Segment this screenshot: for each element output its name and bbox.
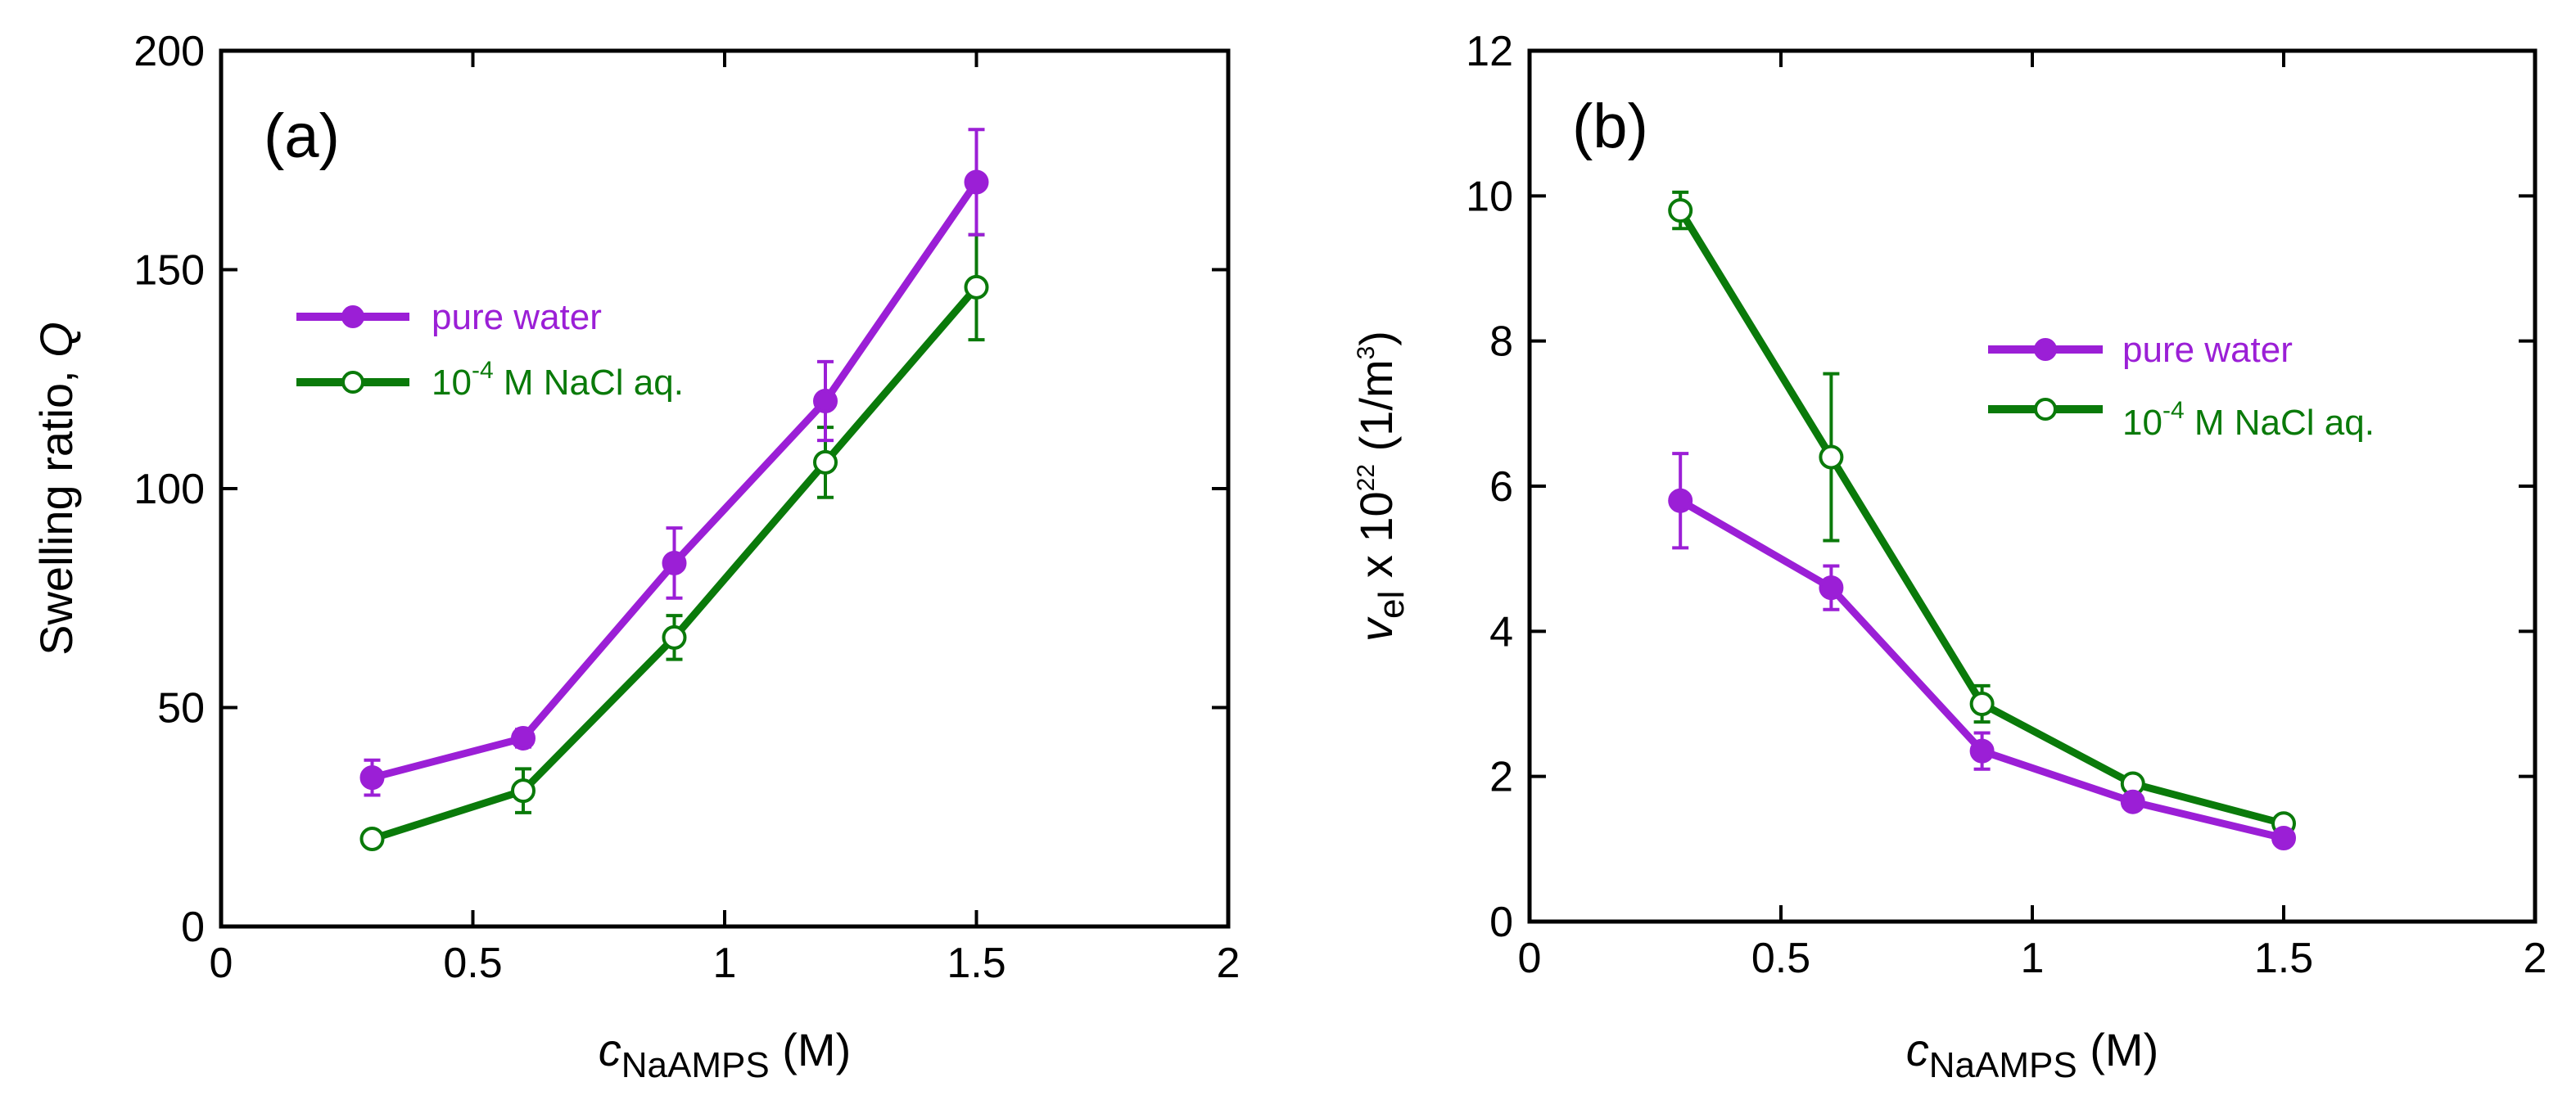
panel-a-legend-marker-nacl — [341, 371, 364, 394]
data-point-pure-water — [1969, 738, 1995, 764]
panel-b: 0 0.5 1 1.5 2 0 2 4 6 8 10 12 (b) pure water 10-4 … — [1350, 28, 2547, 1085]
x-tick-label: 1 — [2021, 935, 2045, 982]
x-tick-label: 0.5 — [1751, 935, 1810, 982]
data-point-pure-water — [2271, 826, 2296, 851]
data-point-nacl — [813, 449, 838, 475]
y-tick-label: 4 — [1489, 608, 1513, 656]
data-point-nacl — [1819, 444, 1844, 470]
panel-b-legend-entry-nacl: 10-4 M NaCl aq. — [1988, 397, 2375, 443]
data-point-nacl — [662, 624, 687, 650]
panel-b-legend-label-pure-water: pure water — [2122, 330, 2293, 370]
x-tick-label: 0.5 — [443, 940, 502, 987]
y-tick-label: 100 — [133, 466, 205, 513]
y-tick-label: 12 — [1466, 28, 1513, 75]
data-point-nacl — [359, 827, 385, 851]
y-tick-label: 0 — [1489, 899, 1513, 946]
data-point-pure-water — [964, 169, 989, 195]
x-tick-label: 2 — [1217, 940, 1241, 987]
panel-b-legend: pure water 10-4 M NaCl aq. — [1988, 330, 2375, 443]
y-tick-label: 0 — [181, 904, 205, 951]
series-line-pure-water — [1678, 497, 2285, 842]
y-tick-label: 8 — [1489, 318, 1513, 366]
panel-a-x-ticks: 0 0.5 1 1.5 2 — [210, 51, 1241, 987]
panel-a-x-axis-title: cNaAMPS (M) — [599, 1024, 851, 1085]
data-point-pure-water — [1819, 575, 1844, 601]
y-tick-label: 10 — [1466, 173, 1513, 220]
panel-b-marks — [1668, 190, 2296, 851]
x-tick-label: 1.5 — [947, 940, 1006, 987]
data-point-pure-water — [662, 550, 687, 575]
panel-a-y-axis-title: Swelling ratio, Q — [30, 322, 82, 656]
panel-b-label: (b) — [1572, 92, 1648, 161]
panel-a-y-ticks: 0 50 100 150 200 — [133, 28, 1228, 951]
panel-a-legend-label-nacl: 10-4 M NaCl aq. — [432, 357, 684, 403]
x-tick-label: 0 — [1518, 935, 1542, 982]
y-tick-label: 6 — [1489, 463, 1513, 511]
x-tick-label: 2 — [2524, 935, 2547, 982]
panel-a-legend: pure water 10-4 M NaCl aq. — [296, 297, 684, 403]
panel-b-x-axis-title: cNaAMPS (M) — [1906, 1024, 2158, 1085]
panel-b-y-ticks: 0 2 4 6 8 10 12 — [1466, 28, 2535, 946]
panel-b-legend-label-nacl: 10-4 M NaCl aq. — [2122, 397, 2375, 443]
data-point-nacl — [964, 274, 989, 300]
data-point-nacl — [1969, 692, 1995, 716]
data-point-pure-water — [511, 725, 536, 751]
x-tick-label: 1.5 — [2254, 935, 2313, 982]
panel-a-legend-entry-nacl: 10-4 M NaCl aq. — [296, 357, 684, 403]
x-tick-label: 1 — [713, 940, 737, 987]
panel-b-legend-marker-pure-water — [2034, 338, 2057, 361]
data-point-nacl — [1668, 198, 1693, 223]
panel-b-legend-entry-pure-water: pure water — [1988, 330, 2293, 370]
panel-a-label: (a) — [264, 101, 340, 171]
series-nacl — [359, 232, 989, 851]
x-tick-label: 0 — [210, 940, 233, 987]
panel-a: 0 0.5 1 1.5 2 0 50 100 150 200 (a) pure water 10… — [30, 28, 1240, 1085]
y-tick-label: 150 — [133, 247, 205, 295]
data-point-pure-water — [1668, 488, 1693, 513]
panel-b-y-axis-title: vel x 1022 (1/m3) — [1350, 331, 1412, 642]
y-tick-label: 200 — [133, 28, 205, 75]
panel-b-legend-marker-nacl — [2034, 398, 2057, 421]
panel-a-marks — [359, 128, 989, 851]
data-point-pure-water — [359, 765, 385, 791]
data-point-pure-water — [813, 389, 838, 413]
panel-a-legend-marker-pure-water — [341, 305, 364, 328]
data-point-pure-water — [2120, 789, 2145, 814]
y-tick-label: 50 — [157, 685, 205, 733]
panel-a-legend-label-pure-water: pure water — [432, 297, 602, 337]
series-pure-water — [1668, 452, 2296, 851]
y-tick-label: 2 — [1489, 754, 1513, 801]
series-pure-water — [359, 128, 989, 797]
data-point-nacl — [511, 778, 536, 804]
series-line-pure-water — [371, 179, 980, 782]
panel-b-x-ticks: 0 0.5 1 1.5 2 — [1518, 51, 2547, 982]
panel-a-legend-entry-pure-water: pure water — [296, 297, 602, 337]
